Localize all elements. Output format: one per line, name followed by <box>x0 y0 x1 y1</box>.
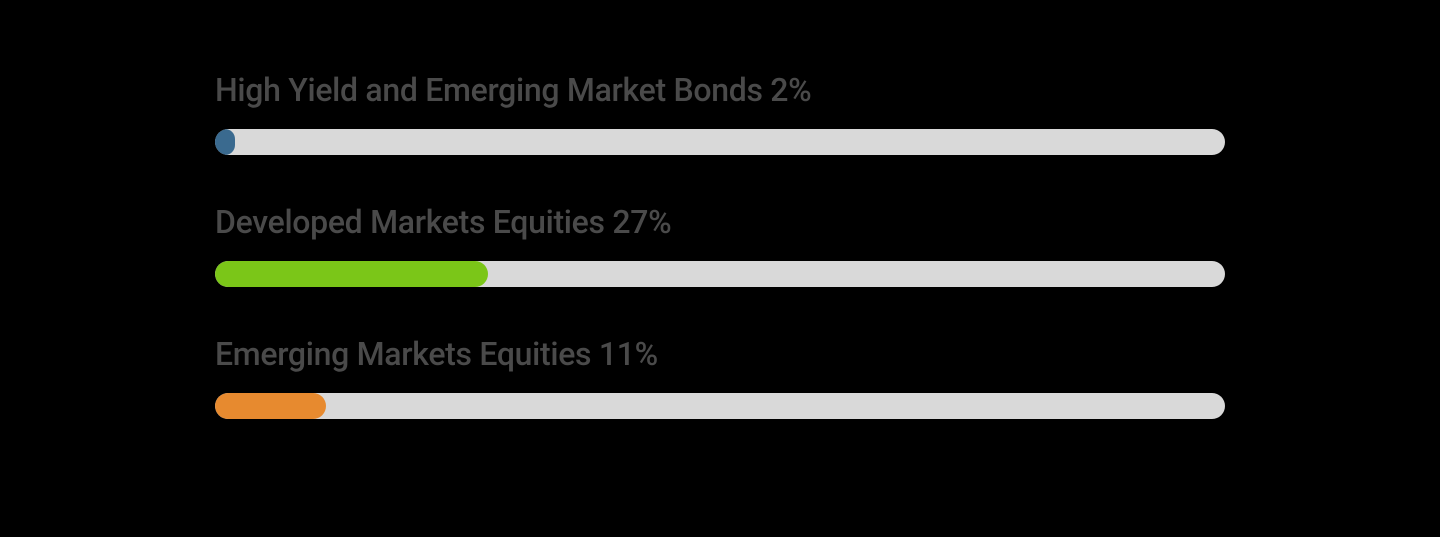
progress-track <box>215 261 1225 287</box>
allocation-item-developed-equities: Developed Markets Equities 27% <box>215 203 1305 287</box>
progress-fill <box>215 393 326 419</box>
allocation-label: High Yield and Emerging Market Bonds 2% <box>215 71 1305 109</box>
progress-fill <box>215 261 488 287</box>
progress-track <box>215 393 1225 419</box>
progress-fill <box>215 129 235 155</box>
allocation-item-high-yield-bonds: High Yield and Emerging Market Bonds 2% <box>215 71 1305 155</box>
allocation-item-emerging-equities: Emerging Markets Equities 11% <box>215 335 1305 419</box>
allocation-label: Developed Markets Equities 27% <box>215 203 1305 241</box>
progress-track <box>215 129 1225 155</box>
allocation-label: Emerging Markets Equities 11% <box>215 335 1305 373</box>
